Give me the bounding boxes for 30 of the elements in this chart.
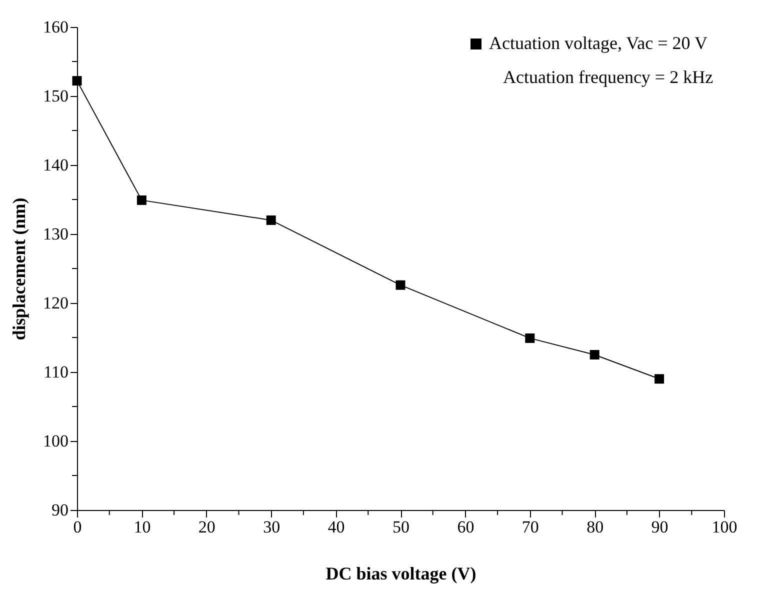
y-tick-label: 120: [43, 294, 68, 312]
point: [136, 195, 146, 205]
x-tick-label: 50: [392, 518, 410, 536]
y-tick-label: 130: [43, 224, 68, 244]
point: [654, 374, 664, 384]
annotation: Actuation frequency = 2 kHz: [503, 67, 714, 87]
x-tick-label: 80: [586, 518, 604, 536]
point: [396, 280, 406, 290]
y-tick-label: 100: [43, 432, 68, 450]
point: [266, 215, 276, 225]
x-tick-label: 20: [198, 518, 216, 536]
y-tick-label: 90: [52, 500, 68, 520]
point: [525, 333, 535, 343]
x-tick-label: 90: [651, 518, 668, 536]
point: [590, 350, 600, 360]
x-tick-label: 100: [712, 518, 738, 536]
x-tick-label: 60: [457, 518, 474, 536]
x-tick-label: 30: [263, 518, 280, 536]
y-tick-label: 110: [44, 362, 68, 382]
y-axis-title: displacement (nm): [9, 198, 29, 340]
legend-label: Actuation voltage, Vac = 20 V: [489, 33, 708, 53]
x-tick-label: 10: [134, 518, 151, 536]
x-tick-label: 70: [522, 518, 539, 536]
x-axis-title: DC bias voltage (V): [326, 564, 476, 584]
x-tick-label: 40: [328, 518, 345, 536]
y-tick-label: 150: [43, 86, 68, 106]
point: [72, 76, 82, 86]
y-tick-label: 160: [43, 18, 68, 36]
y-tick-label: 140: [43, 156, 68, 174]
x-tick-label: 0: [73, 518, 82, 536]
